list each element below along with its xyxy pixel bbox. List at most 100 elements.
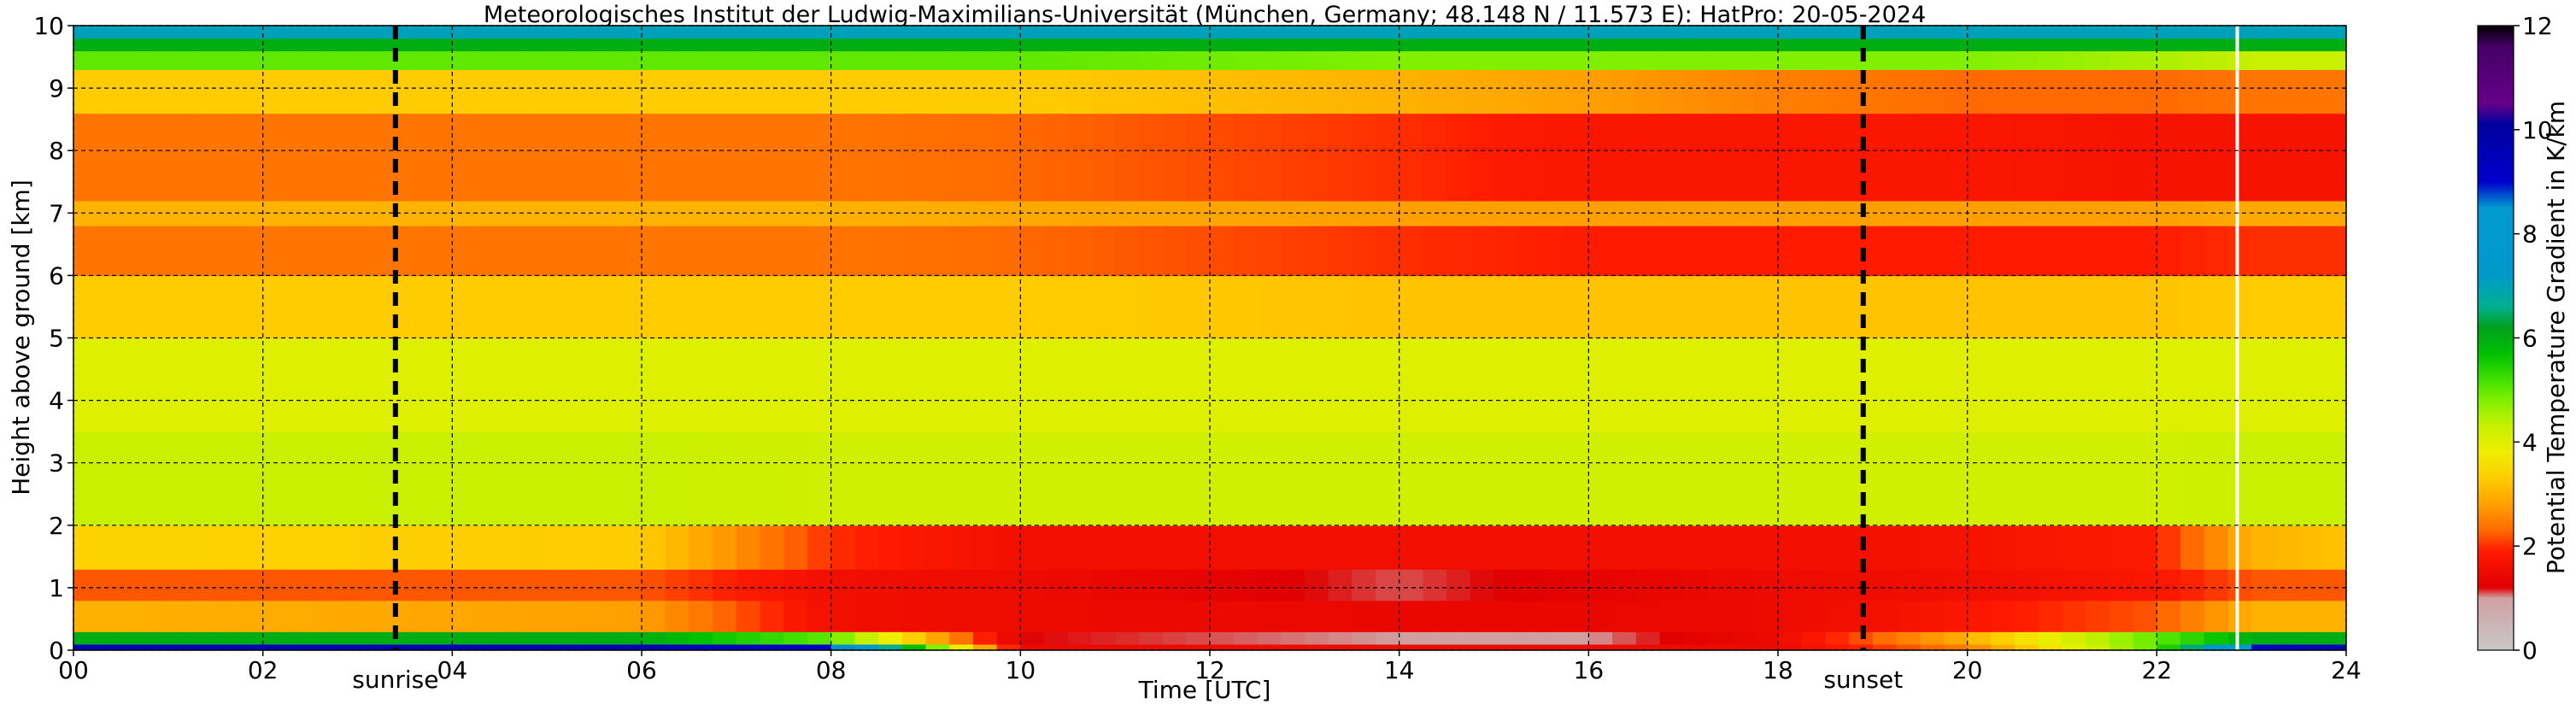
heatmap-cell [925, 631, 951, 645]
heatmap-cell [1281, 643, 1306, 650]
heatmap-cell [1872, 631, 1898, 645]
heatmap-cell [476, 600, 501, 632]
heatmap-cell [1920, 337, 1945, 432]
heatmap-cell [1091, 69, 1116, 114]
heatmap-cell [2062, 113, 2087, 202]
heatmap-cell [2062, 26, 2087, 39]
heatmap-cell [854, 275, 879, 339]
heatmap-cell [807, 113, 832, 202]
heatmap-cell [2038, 50, 2063, 70]
heatmap-cell [2298, 337, 2324, 432]
heatmap-cell [1896, 631, 1922, 645]
heatmap-cell [1920, 38, 1945, 52]
heatmap-cell [2133, 275, 2158, 339]
heatmap-cell [476, 337, 501, 432]
heatmap-cell [2251, 69, 2276, 114]
heatmap-cell [2180, 600, 2205, 632]
heatmap-cell [996, 200, 1022, 226]
heatmap-cell [1186, 26, 1211, 39]
heatmap-cell [807, 643, 832, 650]
heatmap-cell [523, 525, 548, 570]
heatmap-cell [1801, 337, 1827, 432]
heatmap-cell [736, 113, 761, 202]
heatmap-cell [1138, 225, 1164, 277]
colorbar-tick-label: 0 [2522, 637, 2538, 665]
heatmap-cell [452, 643, 477, 650]
heatmap-cell [713, 26, 737, 39]
heatmap-cell [2274, 631, 2300, 645]
heatmap-cell [73, 275, 98, 339]
heatmap-cell [736, 38, 761, 52]
heatmap-cell [1493, 631, 1519, 645]
heatmap-cell [1872, 69, 1898, 114]
heatmap-cell [2227, 225, 2252, 277]
heatmap-cell [1872, 50, 1898, 70]
heatmap-cell [830, 69, 856, 114]
heatmap-cell [1328, 26, 1353, 39]
heatmap-cell [2062, 50, 2087, 70]
heatmap-cell [238, 568, 264, 601]
heatmap-cell [949, 631, 974, 645]
heatmap-cell [1375, 200, 1400, 226]
heatmap-cell [547, 26, 572, 39]
heatmap-cell [1352, 643, 1376, 650]
heatmap-cell [1020, 631, 1045, 645]
heatmap-cell [262, 50, 288, 70]
heatmap-cell [949, 50, 974, 70]
heatmap-cell [1281, 225, 1306, 277]
heatmap-cell [1186, 69, 1211, 114]
heatmap-cell [1493, 337, 1519, 432]
heatmap-cell [215, 69, 240, 114]
heatmap-cell [262, 225, 288, 277]
heatmap-cell [1706, 38, 1732, 52]
heatmap-cell [594, 275, 619, 339]
colorbar-tick-label: 4 [2522, 428, 2538, 456]
heatmap-cell [2251, 38, 2276, 52]
heatmap-cell [2322, 50, 2346, 70]
heatmap-cell [333, 431, 359, 526]
x-tick-label: 12 [1194, 656, 1225, 684]
heatmap-cell [1801, 50, 1827, 70]
heatmap-cell [144, 113, 169, 202]
heatmap-cell [1162, 643, 1188, 650]
heatmap-cell [594, 26, 619, 39]
heatmap-cell [807, 225, 832, 277]
heatmap-cell [760, 631, 785, 645]
heatmap-cell [1991, 600, 2016, 632]
heatmap-cell [144, 275, 169, 339]
heatmap-cell [1091, 631, 1116, 645]
heatmap-cell [665, 337, 690, 432]
heatmap-cell [1352, 337, 1376, 432]
heatmap-cell [404, 600, 430, 632]
heatmap-cell [642, 643, 666, 650]
heatmap-cell [404, 26, 430, 39]
heatmap-cell [1233, 225, 1259, 277]
heatmap-cell [167, 600, 193, 632]
heatmap-cell [1115, 631, 1140, 645]
heatmap-cell [1540, 337, 1566, 432]
heatmap-cell [310, 69, 335, 114]
heatmap-cell [1588, 631, 1613, 645]
heatmap-cell [901, 38, 927, 52]
heatmap-cell [642, 275, 666, 339]
sunrise-label: sunrise [352, 666, 438, 694]
heatmap-cell [73, 568, 98, 601]
heatmap-cell [2227, 525, 2252, 570]
heatmap-cell [333, 50, 359, 70]
heatmap-cell [1233, 69, 1259, 114]
heatmap-cell [830, 275, 856, 339]
heatmap-cell [1304, 568, 1329, 601]
heatmap-cell [357, 69, 383, 114]
heatmap-cell [1683, 631, 1708, 645]
heatmap-cell [1138, 113, 1164, 202]
heatmap-cell [2274, 113, 2300, 202]
heatmap-cell [2038, 337, 2063, 432]
heatmap-cell [1920, 568, 1945, 601]
heatmap-cell [1352, 26, 1376, 39]
heatmap-cell [2203, 631, 2229, 645]
heatmap-cell [1162, 525, 1188, 570]
heatmap-cell [1493, 26, 1519, 39]
heatmap-cell [618, 38, 643, 52]
heatmap-cell [1281, 525, 1306, 570]
heatmap-cell [1825, 50, 1850, 70]
